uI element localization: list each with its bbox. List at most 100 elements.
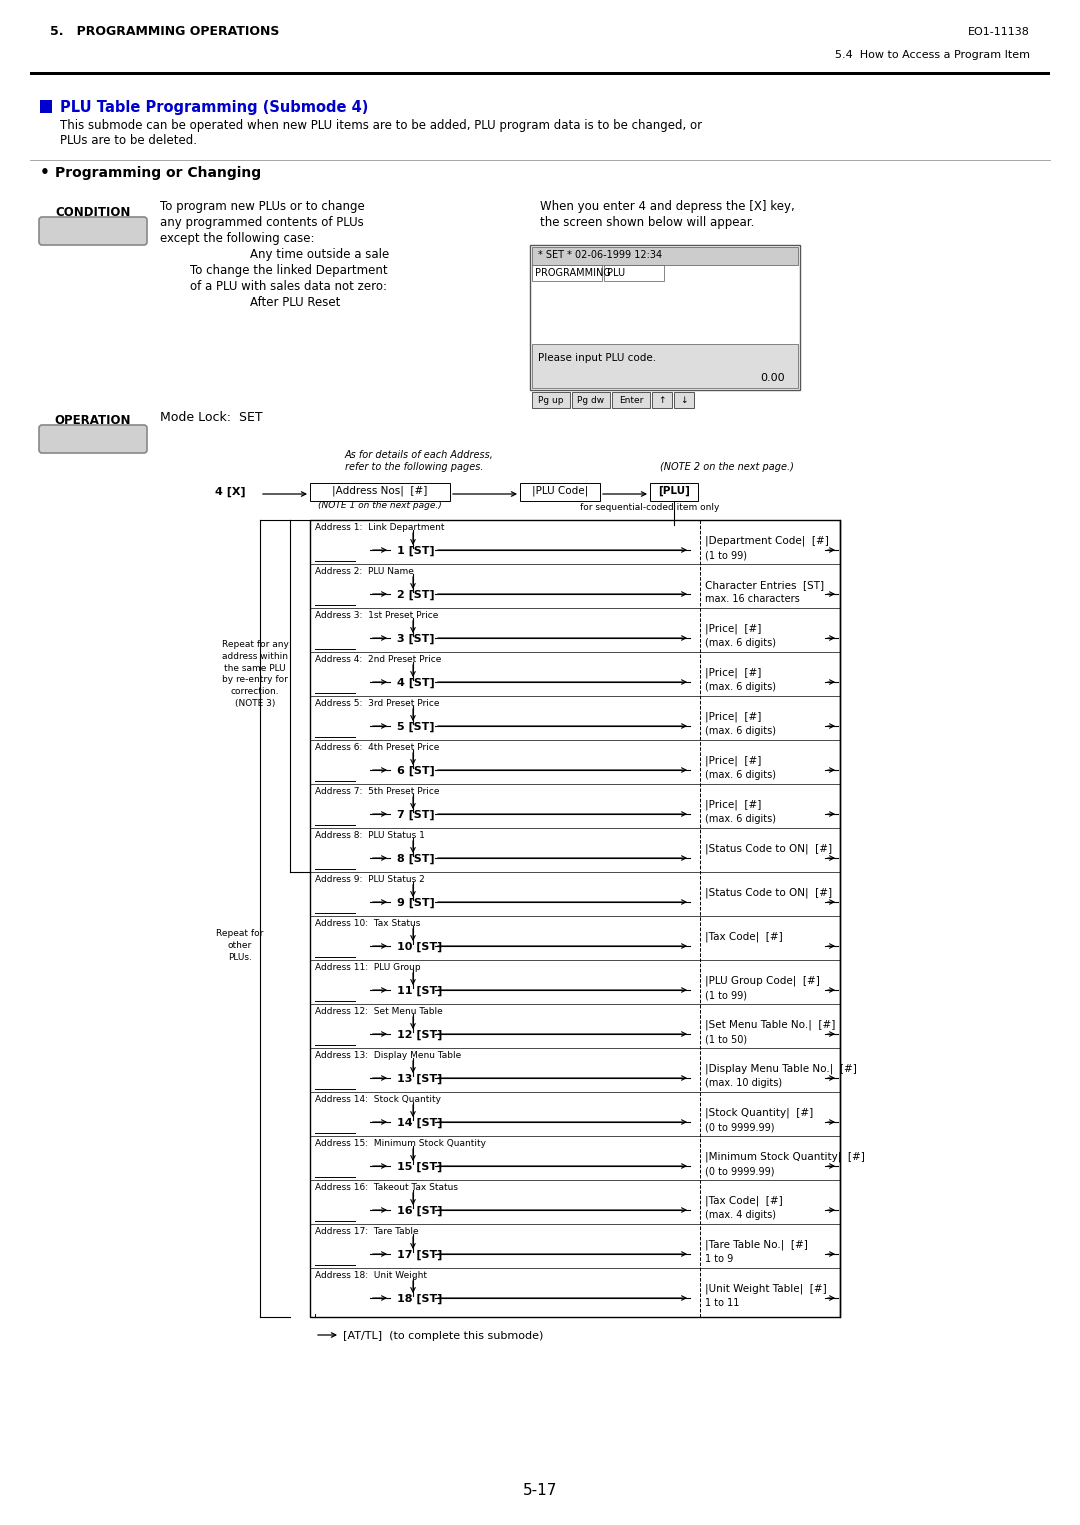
Text: except the following case:: except the following case: [160,232,314,246]
Text: Address 14:  Stock Quantity: Address 14: Stock Quantity [315,1095,441,1104]
Text: (max. 6 digits): (max. 6 digits) [705,726,777,737]
Text: any programmed contents of PLUs: any programmed contents of PLUs [160,217,364,229]
Text: Address 2:  PLU Name: Address 2: PLU Name [315,567,414,576]
Text: 1 to 9: 1 to 9 [705,1254,733,1264]
Bar [572,392,610,409]
Text: 5 [ST]: 5 [ST] [397,721,434,732]
Text: 16 [ST]: 16 [ST] [397,1206,443,1217]
Bar [612,392,650,409]
Text: 12 [ST]: 12 [ST] [397,1029,443,1040]
Text: (NOTE 1 on the next page.): (NOTE 1 on the next page.) [319,502,442,509]
Text: |Tare Table No.|  [#]: |Tare Table No.| [#] [705,1240,808,1250]
Text: |Address Nos|  [#]: |Address Nos| [#] [333,486,428,497]
Text: After PLU Reset: After PLU Reset [249,296,340,310]
Text: 1 to 11: 1 to 11 [705,1298,740,1308]
Bar [652,392,672,409]
Text: Address 3:  1st Preset Price: Address 3: 1st Preset Price [315,612,438,621]
Text: |Set Menu Table No.|  [#]: |Set Menu Table No.| [#] [705,1020,835,1031]
FancyBboxPatch shape [39,425,147,453]
Text: When you enter 4 and depress the [X] key,: When you enter 4 and depress the [X] key… [540,200,795,214]
Text: |Tax Code|  [#]: |Tax Code| [#] [705,932,783,942]
Text: (max. 6 digits): (max. 6 digits) [705,637,777,648]
Text: Address 8:  PLU Status 1: Address 8: PLU Status 1 [315,831,424,840]
Text: |Unit Weight Table|  [#]: |Unit Weight Table| [#] [705,1284,827,1295]
Text: |Price|  [#]: |Price| [#] [705,668,761,679]
Text: for sequential-coded item only: for sequential-coded item only [580,503,719,512]
Text: |Department Code|  [#]: |Department Code| [#] [705,535,828,546]
Text: Address 13:  Display Menu Table: Address 13: Display Menu Table [315,1051,461,1060]
Text: 17 [ST]: 17 [ST] [397,1250,443,1260]
Text: OPERATION: OPERATION [55,415,132,427]
Bar [30,72,1050,75]
Text: Programming or Changing: Programming or Changing [55,166,261,180]
Text: 13 [ST]: 13 [ST] [397,1074,442,1084]
Text: 0.00: 0.00 [760,374,785,383]
Text: Address 16:  Takeout Tax Status: Address 16: Takeout Tax Status [315,1183,458,1193]
Text: (NOTE 2 on the next page.): (NOTE 2 on the next page.) [660,462,794,473]
Text: 18 [ST]: 18 [ST] [397,1295,443,1304]
Text: Address 10:  Tax Status: Address 10: Tax Status [315,920,420,929]
Text: 15 [ST]: 15 [ST] [397,1162,442,1173]
Text: (max. 6 digits): (max. 6 digits) [705,814,777,824]
Bar [532,247,798,265]
Text: Address 1:  Link Department: Address 1: Link Department [315,523,445,532]
Text: Address 12:  Set Menu Table: Address 12: Set Menu Table [315,1006,443,1016]
Text: |Price|  [#]: |Price| [#] [705,801,761,810]
Bar [310,520,840,1318]
Text: of a PLU with sales data not zero:: of a PLU with sales data not zero: [190,281,387,293]
Text: Any time outside a sale: Any time outside a sale [249,249,389,261]
Text: Repeat for
other
PLUs.: Repeat for other PLUs. [216,929,264,962]
Text: 5-17: 5-17 [523,1482,557,1498]
Text: (0 to 9999.99): (0 to 9999.99) [705,1122,774,1132]
Text: |Price|  [#]: |Price| [#] [705,712,761,723]
Text: (1 to 99): (1 to 99) [705,990,747,1000]
Text: |Minimum Stock Quantity|  [#]: |Minimum Stock Quantity| [#] [705,1151,865,1162]
Text: |Price|  [#]: |Price| [#] [705,624,761,634]
Text: PLUs are to be deleted.: PLUs are to be deleted. [60,134,197,146]
Text: Address 15:  Minimum Stock Quantity: Address 15: Minimum Stock Quantity [315,1139,486,1148]
Bar [532,345,798,387]
Bar [519,483,600,502]
Text: Address 18:  Unit Weight: Address 18: Unit Weight [315,1270,427,1279]
Text: Address 5:  3rd Preset Price: Address 5: 3rd Preset Price [315,698,440,708]
Text: Address 7:  5th Preset Price: Address 7: 5th Preset Price [315,787,440,796]
Text: (1 to 50): (1 to 50) [705,1034,747,1045]
Text: * SET * 02-06-1999 12:34: * SET * 02-06-1999 12:34 [538,250,662,259]
Text: [PLU]: [PLU] [658,486,690,496]
Text: max. 16 characters: max. 16 characters [705,595,800,604]
Text: 8 [ST]: 8 [ST] [397,854,434,865]
Text: Repeat for any
address within
the same PLU
by re-entry for
correction.
(NOTE 3): Repeat for any address within the same P… [221,640,288,708]
Text: |PLU Group Code|  [#]: |PLU Group Code| [#] [705,976,820,987]
Text: |Stock Quantity|  [#]: |Stock Quantity| [#] [705,1109,813,1118]
Text: As for details of each Address,
refer to the following pages.: As for details of each Address, refer to… [345,450,494,473]
Text: (max. 4 digits): (max. 4 digits) [705,1209,777,1220]
Text: To program new PLUs or to change: To program new PLUs or to change [160,200,365,214]
Bar [604,265,664,281]
Text: CONDITION: CONDITION [55,206,131,220]
Text: ↑: ↑ [658,396,665,406]
Text: |Tax Code|  [#]: |Tax Code| [#] [705,1196,783,1206]
Text: Mode Lock:  SET: Mode Lock: SET [160,412,262,424]
Text: Address 9:  PLU Status 2: Address 9: PLU Status 2 [315,875,424,884]
Text: This submode can be operated when new PLU items are to be added, PLU program dat: This submode can be operated when new PL… [60,119,702,133]
Bar [530,246,800,390]
Text: (0 to 9999.99): (0 to 9999.99) [705,1167,774,1176]
Text: 3 [ST]: 3 [ST] [397,634,434,644]
Text: PROGRAMMING: PROGRAMMING [535,268,611,278]
FancyBboxPatch shape [39,217,147,246]
Text: 4 [ST]: 4 [ST] [397,679,435,688]
Text: 5.   PROGRAMMING OPERATIONS: 5. PROGRAMMING OPERATIONS [50,24,280,38]
Text: (max. 6 digits): (max. 6 digits) [705,770,777,779]
Text: 6 [ST]: 6 [ST] [397,766,435,776]
Text: the screen shown below will appear.: the screen shown below will appear. [540,217,754,229]
Text: Address 11:  PLU Group: Address 11: PLU Group [315,962,420,971]
Text: Address 6:  4th Preset Price: Address 6: 4th Preset Price [315,743,440,752]
Text: Character Entries  [ST]: Character Entries [ST] [705,580,824,590]
Text: Address 17:  Tare Table: Address 17: Tare Table [315,1228,419,1235]
Text: [AT/TL]  (to complete this submode): [AT/TL] (to complete this submode) [343,1331,543,1340]
Text: Pg up: Pg up [538,396,564,406]
Bar [650,483,698,502]
Text: ↓: ↓ [680,396,688,406]
Text: 5.4  How to Access a Program Item: 5.4 How to Access a Program Item [835,50,1030,59]
Text: To change the linked Department: To change the linked Department [190,264,388,278]
